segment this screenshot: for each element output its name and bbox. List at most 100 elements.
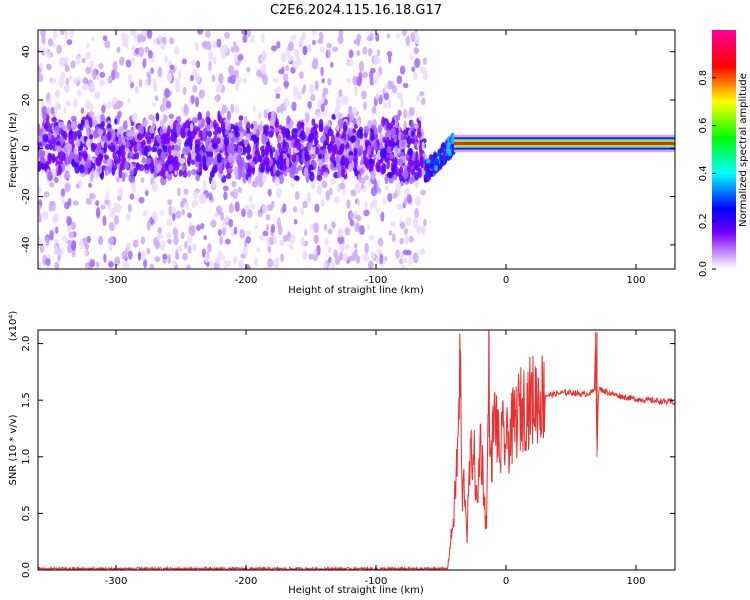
spectrogram-cell <box>104 39 111 49</box>
snr-x-tick-label: 0 <box>503 576 509 587</box>
spectrogram-cell <box>85 51 92 60</box>
spectrogram-cell <box>119 149 126 158</box>
spectrogram-cell <box>182 164 187 170</box>
spectrogram-cell <box>405 216 412 226</box>
spectrogram-cell <box>289 119 294 129</box>
spectrogram-cell <box>112 60 118 71</box>
spectrogram-cell <box>68 75 73 82</box>
spectrogram-cell <box>261 203 268 214</box>
spectrogram-cell <box>102 35 108 42</box>
spectrogram-cell <box>278 147 284 154</box>
snr-panel: -300 -200 -100 0 100 0.0 0.5 1.0 1.5 2.0 Height o… <box>8 311 676 596</box>
spectrogram-cell <box>155 112 160 122</box>
spectrogram-cell <box>404 227 409 235</box>
spectrogram-cell <box>103 154 109 160</box>
spectrogram-cell <box>384 174 389 185</box>
spectrogram-cell <box>250 160 255 168</box>
spectrogram-cell <box>151 102 157 108</box>
spectrogram-cell <box>383 84 388 94</box>
spectrogram-cell <box>316 184 323 196</box>
spectrogram-cell <box>47 99 52 106</box>
spectrogram-cell <box>203 235 207 241</box>
spectrogram-cell <box>222 43 229 54</box>
spectrogram-cell <box>131 56 136 63</box>
spectrogram-cell <box>86 158 92 169</box>
spectrogram-cell <box>349 219 355 227</box>
spectrogram-cell <box>398 174 404 182</box>
spectrogram-cell <box>131 112 138 123</box>
spectrogram-cell <box>193 199 199 206</box>
spectrogram-cell <box>274 150 279 161</box>
spectrogram-cell <box>122 120 128 131</box>
colorbar-tick-label: 0.8 <box>698 70 709 86</box>
spectrogram-cell <box>225 162 230 170</box>
spectrogram-cell <box>114 172 119 179</box>
spectrogram-cell <box>42 210 49 221</box>
spectrogram-cell <box>232 41 237 47</box>
spectrogram-cell <box>307 100 312 109</box>
spectrogram-cell <box>307 43 312 53</box>
spectrogram-cell <box>342 129 347 141</box>
spectrogram-cell <box>69 30 75 38</box>
spectrogram-cell <box>300 206 305 216</box>
spectrogram-cell <box>86 235 91 244</box>
spectrogram-cell <box>50 77 56 84</box>
spectrogram-cell <box>239 126 244 133</box>
spectrogram-cell <box>182 86 187 96</box>
spectrogram-cell <box>173 144 180 151</box>
spectrogram-cell <box>99 71 106 79</box>
spectrogram-cell <box>425 163 430 170</box>
spectrogram-cell <box>38 67 42 75</box>
spectrogram-cell <box>100 135 108 142</box>
colorbar-tick-label: 0.4 <box>698 165 709 181</box>
spectrogram-cell <box>205 30 211 39</box>
spectrogram-cell <box>237 163 243 175</box>
spectrogram-cell <box>261 50 268 58</box>
spectrogram-cell <box>381 116 386 127</box>
spectrogram-cell <box>54 176 59 184</box>
spectrogram-cell <box>46 106 50 116</box>
spectrogram-cell <box>233 255 238 265</box>
spectrogram-cell <box>327 246 332 254</box>
spectrogram-cell <box>373 154 377 161</box>
spectrogram-cell <box>263 156 270 166</box>
spectrogram-cell <box>349 57 354 68</box>
spectrogram-cell <box>177 187 181 197</box>
spectrogram-cell <box>245 230 252 237</box>
spectrogram-cell <box>398 151 405 157</box>
spectrogram-cell <box>411 66 416 72</box>
spectrogram-cell <box>43 191 50 198</box>
spectrogram-cell <box>64 84 70 93</box>
colorbar-tick-label: 0.2 <box>698 213 709 229</box>
spectrogram-cell <box>401 264 405 269</box>
spectrogram-cell <box>246 142 251 154</box>
spectrogram-cell <box>101 104 106 114</box>
spectrogram-cell <box>342 121 348 133</box>
spectrogram-cell <box>358 61 365 72</box>
spectrogram-cell <box>116 130 120 138</box>
spectrogram-cell <box>131 129 135 137</box>
spectrogram-cell <box>371 124 377 130</box>
spectrogram-cell <box>419 248 426 255</box>
spectrogram-cell <box>108 221 115 232</box>
spectrogram-cell <box>66 164 71 172</box>
spectrogram-x-tick-label: -100 <box>365 275 388 286</box>
spectrogram-cell <box>208 141 213 148</box>
spectrogram-cell <box>282 139 287 150</box>
spectrogram-cell <box>344 227 351 236</box>
spectrogram-cell <box>267 188 272 197</box>
spectrogram-cell <box>367 48 373 57</box>
spectrogram-cell <box>157 227 162 235</box>
spectrogram-cell <box>386 51 393 57</box>
spectrogram-cell <box>403 197 408 206</box>
spectrogram-cell <box>57 164 63 176</box>
spectrogram-cell <box>304 228 308 236</box>
spectrogram-cell <box>160 151 167 161</box>
spectrogram-cell <box>280 52 287 63</box>
spectrogram-cell <box>368 235 375 241</box>
spectrogram-cell <box>366 223 370 231</box>
spectrogram-cell <box>375 161 381 172</box>
spectrogram-cell <box>450 138 455 145</box>
spectrogram-cell <box>390 127 396 138</box>
